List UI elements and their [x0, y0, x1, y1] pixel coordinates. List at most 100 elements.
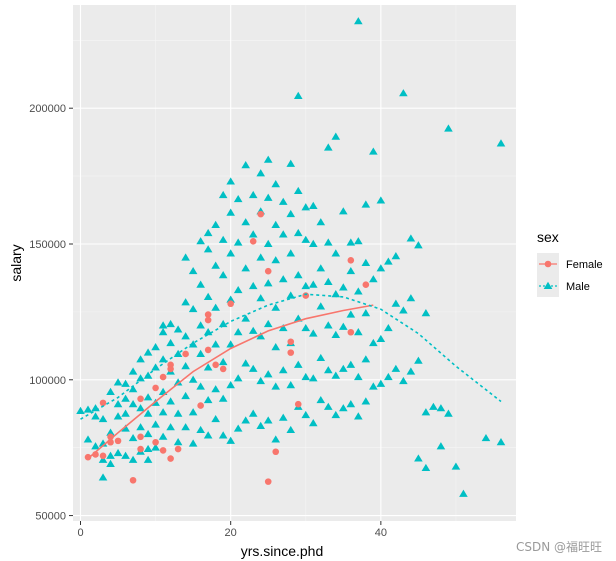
male-point	[293, 271, 303, 279]
male-point	[376, 334, 386, 343]
male-point	[361, 397, 371, 405]
male-point	[286, 381, 296, 389]
male-point	[136, 404, 145, 412]
male-point	[414, 356, 423, 364]
male-point	[166, 397, 175, 405]
fit-lines	[80, 293, 502, 460]
male-point	[444, 409, 453, 417]
female-point	[99, 452, 107, 460]
male-point	[113, 400, 123, 408]
plot-panel	[73, 5, 516, 521]
male-point	[233, 374, 243, 382]
male-point	[91, 412, 100, 420]
male-point	[436, 442, 446, 450]
male-point	[158, 432, 168, 440]
male-point	[323, 402, 333, 410]
male-point	[369, 382, 378, 390]
female-point	[287, 349, 295, 356]
male-point	[406, 294, 416, 302]
male-point	[308, 280, 318, 288]
male-point	[286, 209, 296, 218]
legend-entry-female: Female	[537, 253, 603, 275]
male-point	[136, 355, 145, 363]
female-fit-line	[87, 304, 374, 460]
male-point	[188, 304, 198, 313]
male-point	[128, 455, 138, 463]
male-point	[113, 448, 123, 457]
male-point	[308, 239, 318, 247]
y-tick-label: 100000	[29, 375, 66, 387]
male-point	[241, 161, 250, 169]
female-point	[219, 365, 227, 373]
female-point	[362, 281, 370, 289]
female-point	[212, 361, 219, 369]
female-point	[347, 328, 355, 336]
male-point	[339, 283, 348, 291]
female-point	[152, 438, 159, 446]
male-point	[188, 408, 198, 416]
male-point	[361, 309, 371, 317]
male-point	[98, 473, 108, 481]
male-point	[128, 400, 138, 408]
male-point	[308, 419, 318, 427]
male-point	[391, 364, 401, 372]
male-point	[301, 281, 311, 290]
male-point	[278, 275, 288, 283]
female-point	[302, 292, 310, 299]
male-point	[173, 438, 183, 446]
male-point	[121, 424, 130, 432]
male-point	[414, 454, 423, 462]
male-point	[218, 394, 228, 402]
male-point	[203, 228, 213, 237]
male-point	[384, 323, 393, 332]
watermark: CSDN @福旺旺	[515, 540, 602, 554]
female-point	[197, 402, 204, 409]
male-point	[226, 436, 235, 444]
male-point	[151, 363, 160, 371]
male-point	[143, 444, 153, 453]
male-point	[399, 376, 408, 385]
male-point	[361, 200, 371, 208]
y-tick-label: 150000	[29, 239, 66, 251]
male-point	[278, 413, 288, 421]
male-point	[286, 249, 296, 257]
male-point	[181, 332, 190, 340]
male-point	[414, 241, 423, 249]
male-point	[241, 264, 250, 272]
male-point	[444, 124, 453, 132]
male-point	[331, 132, 341, 140]
male-point	[391, 299, 401, 307]
male-point	[354, 328, 363, 336]
male-point	[331, 371, 341, 379]
male-point	[323, 366, 333, 374]
male-point	[166, 423, 175, 431]
male-point	[196, 382, 205, 390]
male-point	[376, 196, 386, 204]
male-point	[496, 139, 506, 147]
male-point	[98, 455, 108, 463]
male-point	[248, 230, 258, 238]
male-point	[271, 180, 281, 188]
male-point	[271, 303, 281, 311]
male-point	[106, 451, 115, 459]
male-point	[286, 159, 296, 167]
male-point	[256, 253, 266, 261]
male-point	[346, 360, 356, 368]
male-point	[203, 363, 213, 371]
male-point	[106, 459, 115, 467]
male-point	[233, 285, 243, 294]
male-point	[308, 201, 318, 209]
male-point	[196, 349, 205, 357]
female-point	[159, 373, 167, 381]
male-point	[248, 326, 258, 334]
male-point	[203, 431, 213, 439]
male-point	[241, 314, 250, 322]
male-point	[421, 408, 431, 416]
male-point	[151, 420, 160, 428]
male-point	[106, 428, 115, 436]
male-point	[339, 364, 348, 372]
male-point	[271, 435, 281, 443]
male-point	[278, 230, 288, 238]
male-point	[203, 328, 213, 336]
male-point	[354, 287, 363, 295]
